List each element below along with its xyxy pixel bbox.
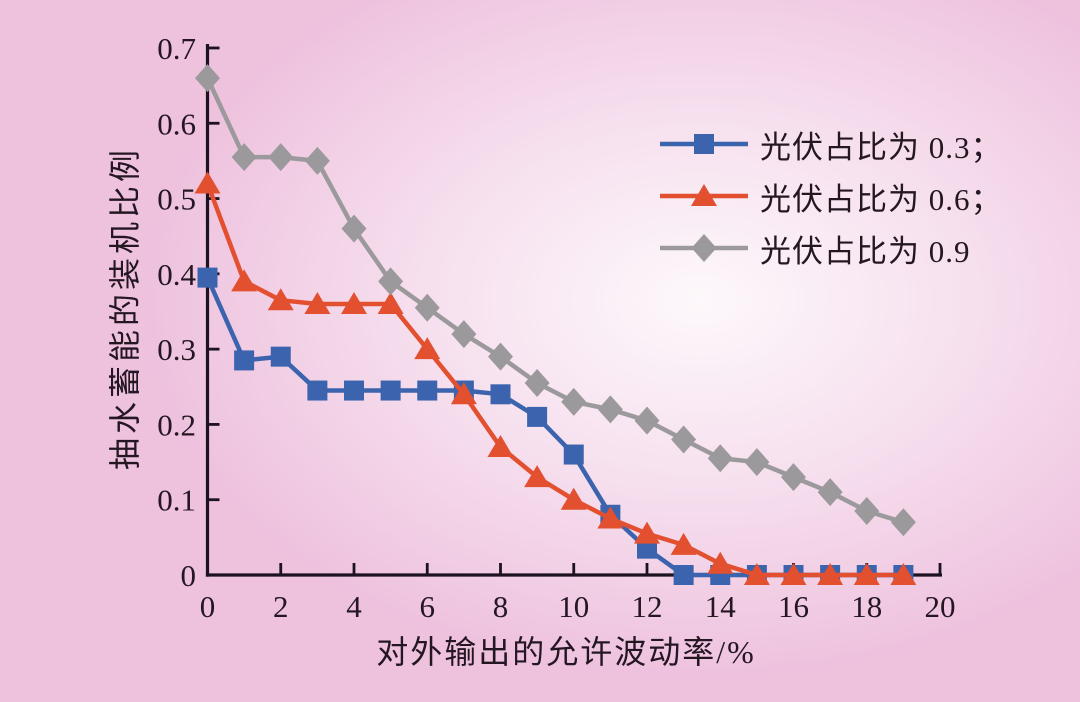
series-1-marker (634, 521, 660, 544)
series-1-marker (414, 337, 441, 360)
y-tick-label: 0.4 (157, 257, 196, 292)
series-1-marker (853, 563, 880, 585)
series-1-marker (560, 487, 587, 510)
series-2-marker (488, 342, 513, 371)
series-2-marker (231, 143, 257, 172)
series-2-marker (341, 214, 367, 243)
series-2-marker (817, 478, 843, 507)
series-2-marker (854, 497, 880, 526)
series-2-marker (781, 463, 806, 492)
series-1-marker (231, 269, 258, 292)
series-2-marker (561, 387, 587, 416)
series-2-marker (634, 406, 660, 435)
legend-square-swatch-icon (660, 134, 748, 154)
series-1-marker (450, 382, 477, 405)
legend-diamond-swatch-icon (660, 234, 748, 262)
series-2-marker (268, 143, 294, 172)
y-axis-title: 抽水蓄能的装机比例 (107, 145, 143, 471)
x-tick-label: 12 (632, 589, 663, 624)
series-1-marker (341, 291, 367, 314)
series-1-marker (817, 563, 844, 585)
series-1-marker (377, 291, 404, 314)
series-0-marker (637, 538, 657, 559)
series-0-marker (197, 267, 218, 288)
x-tick-label: 18 (851, 589, 882, 624)
x-tick-label: 8 (493, 589, 509, 624)
series-2-marker (304, 146, 330, 175)
legend-label: 光伏占比为 0.9 (760, 233, 971, 269)
series-2-marker (597, 395, 623, 424)
series-0-marker (234, 350, 255, 371)
series-2-marker (744, 448, 770, 477)
series-0-marker (417, 380, 438, 401)
series-0-marker (563, 444, 584, 465)
legend-item: 光伏占比为 0.6； (656, 170, 1003, 222)
series-0-marker (527, 406, 548, 427)
series-1-marker (487, 435, 514, 458)
legend-item: 光伏占比为 0.9 (656, 222, 1003, 274)
y-tick-label: 0.1 (157, 483, 196, 518)
series-1-marker (304, 291, 331, 314)
series-1-marker (524, 465, 551, 488)
series-0-marker (270, 346, 291, 367)
legend: 光伏占比为 0.3； 光伏占比为 0.6； 光伏占比为 0.9 (656, 118, 1003, 274)
series-0-marker (490, 384, 511, 405)
y-tick-label: 0.7 (157, 31, 196, 66)
series-1-marker (194, 171, 221, 194)
x-tick-label: 4 (346, 589, 362, 624)
series-0-marker (380, 380, 401, 401)
series-2-marker (671, 425, 697, 454)
x-tick-label: 14 (705, 589, 737, 624)
series-0-line (205, 275, 906, 578)
y-tick-label: 0.3 (157, 332, 196, 367)
x-tick-label: 6 (420, 589, 436, 624)
series-2-marker (195, 64, 220, 93)
series-1-marker (890, 563, 917, 585)
series-2-marker (451, 320, 477, 349)
y-tick-label: 0 (181, 558, 197, 593)
y-tick-label: 0.5 (157, 182, 196, 217)
x-axis-title: 对外输出的允许波动率/% (376, 634, 756, 670)
series-1-marker (597, 506, 624, 529)
series-1-marker (707, 551, 734, 574)
x-tick-label: 0 (200, 589, 216, 624)
series-1-marker (743, 563, 770, 585)
series-2-marker (378, 267, 404, 296)
x-tick-label: 20 (925, 589, 956, 624)
series-2-marker (890, 508, 916, 537)
series-1-marker (780, 563, 807, 585)
legend-label: 光伏占比为 0.6； (760, 181, 1003, 217)
series-1-marker (670, 532, 697, 555)
x-tick-label: 10 (558, 589, 589, 624)
series-2-marker (414, 293, 440, 322)
series-2-marker (707, 444, 733, 473)
legend-triangle-swatch-icon (660, 184, 748, 206)
series-0-marker (673, 565, 694, 585)
x-tick-label: 2 (273, 589, 289, 624)
series-0-marker (307, 380, 328, 401)
series-1-marker (267, 288, 294, 311)
legend-label: 光伏占比为 0.3； (760, 129, 1003, 165)
y-tick-label: 0.6 (157, 106, 196, 141)
series-0-marker (344, 380, 364, 401)
legend-item: 光伏占比为 0.3； (656, 118, 1003, 170)
y-tick-label: 0.2 (157, 407, 196, 442)
x-tick-label: 16 (778, 589, 809, 624)
series-2-marker (524, 369, 550, 398)
